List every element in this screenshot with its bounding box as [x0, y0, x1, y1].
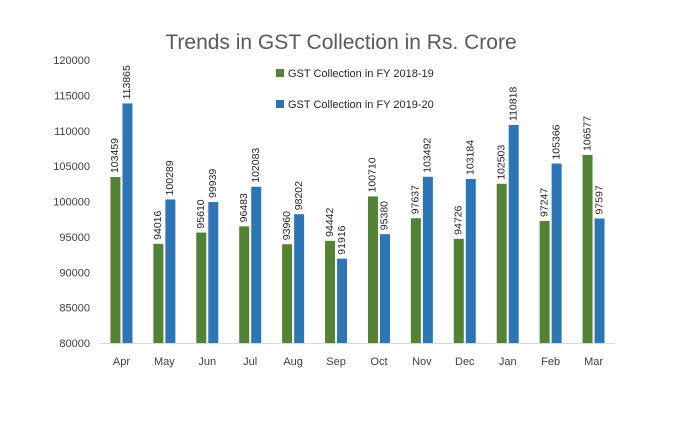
data-label: 95380 — [379, 201, 391, 230]
data-label: 110818 — [507, 87, 519, 121]
bar-series-2 — [337, 258, 348, 343]
x-tick-label: Mar — [584, 356, 603, 368]
chart-title: Trends in GST Collection in Rs. Crore — [165, 31, 516, 54]
data-label: 94726 — [453, 205, 465, 234]
data-label: 96483 — [238, 193, 250, 222]
data-label: 102083 — [250, 148, 262, 183]
legend-entry: GST Collection in FY 2019-20 — [288, 99, 434, 111]
x-tick-label: Jun — [198, 356, 216, 368]
bar-series-2 — [508, 124, 519, 343]
data-label: 97247 — [538, 188, 550, 217]
x-tick-label: Sep — [326, 356, 346, 368]
data-label: 105366 — [550, 124, 562, 159]
data-label: 106577 — [581, 116, 593, 151]
x-tick-label: Aug — [283, 356, 303, 368]
y-tick-label: 105000 — [53, 161, 90, 173]
x-tick-label: Jan — [499, 356, 517, 368]
y-axis: 80000 85000 90000 95000 100000 105000 110000 11… — [53, 55, 90, 350]
x-tick-label: Feb — [541, 356, 560, 368]
y-tick-label: 90000 — [59, 267, 90, 279]
x-tick-label: Jul — [243, 356, 257, 368]
data-label: 113865 — [121, 65, 133, 99]
bar-series-1 — [496, 183, 507, 343]
data-label: 95610 — [195, 199, 207, 228]
data-label: 100710 — [367, 157, 379, 192]
bar-series-2 — [165, 199, 176, 343]
data-label: 103184 — [465, 140, 477, 175]
x-tick-label: Dec — [455, 356, 475, 368]
bar-series-1 — [367, 196, 378, 343]
data-label: 94016 — [152, 210, 164, 239]
y-tick-label: 85000 — [59, 303, 90, 315]
bar-series-1 — [539, 220, 550, 343]
data-labels: 1034591138659401610028995610999399648310… — [109, 65, 605, 255]
y-tick-label: 95000 — [59, 232, 90, 244]
bar-series-1 — [410, 218, 421, 343]
bar-series-2 — [465, 178, 476, 343]
y-tick-label: 110000 — [54, 126, 90, 138]
x-axis: Apr May Jun Jul Aug Sep Oct Nov Dec Jan Feb Mar — [100, 343, 615, 368]
legend: GST Collection in FY 2018-19 GST Collecti… — [276, 68, 434, 111]
bar-series-2 — [294, 214, 305, 343]
bar-series-2 — [122, 103, 133, 344]
data-label: 98202 — [293, 181, 305, 210]
y-tick-label: 100000 — [53, 197, 90, 209]
bar-series-2 — [422, 176, 433, 343]
y-tick-label: 120000 — [53, 55, 90, 67]
y-tick-label: 80000 — [59, 338, 90, 350]
legend-entry: GST Collection in FY 2018-19 — [288, 68, 434, 80]
bar-series-1 — [110, 177, 121, 343]
bar-series-1 — [453, 238, 464, 343]
x-tick-label: Oct — [370, 356, 387, 368]
bar-series-1 — [282, 244, 293, 343]
data-label: 97637 — [410, 185, 422, 214]
bar-series-1 — [153, 243, 164, 343]
data-label: 102503 — [495, 145, 507, 180]
legend-swatch — [276, 100, 284, 108]
x-tick-label: May — [154, 356, 175, 368]
data-label: 99939 — [207, 169, 219, 198]
x-tick-label: Nov — [412, 356, 432, 368]
bar-series-1 — [196, 232, 207, 343]
data-label: 94442 — [324, 207, 336, 236]
bar-series-2 — [551, 163, 562, 343]
bar-series-1 — [582, 154, 593, 343]
data-label: 103459 — [109, 138, 121, 173]
x-tick-label: Apr — [113, 356, 130, 368]
data-label: 91916 — [336, 225, 348, 254]
bar-series-1 — [325, 240, 336, 343]
data-label: 100289 — [164, 160, 176, 195]
legend-swatch — [276, 69, 284, 77]
data-label: 97597 — [593, 185, 605, 214]
bar-series-1 — [239, 226, 250, 343]
data-label: 103492 — [422, 138, 434, 173]
bar-series-2 — [208, 201, 219, 343]
bars — [110, 103, 605, 344]
y-tick-label: 115000 — [54, 90, 90, 102]
bar-series-2 — [594, 218, 605, 343]
data-label: 93960 — [281, 211, 293, 240]
bar-series-2 — [379, 234, 390, 343]
bar-series-2 — [251, 186, 262, 343]
